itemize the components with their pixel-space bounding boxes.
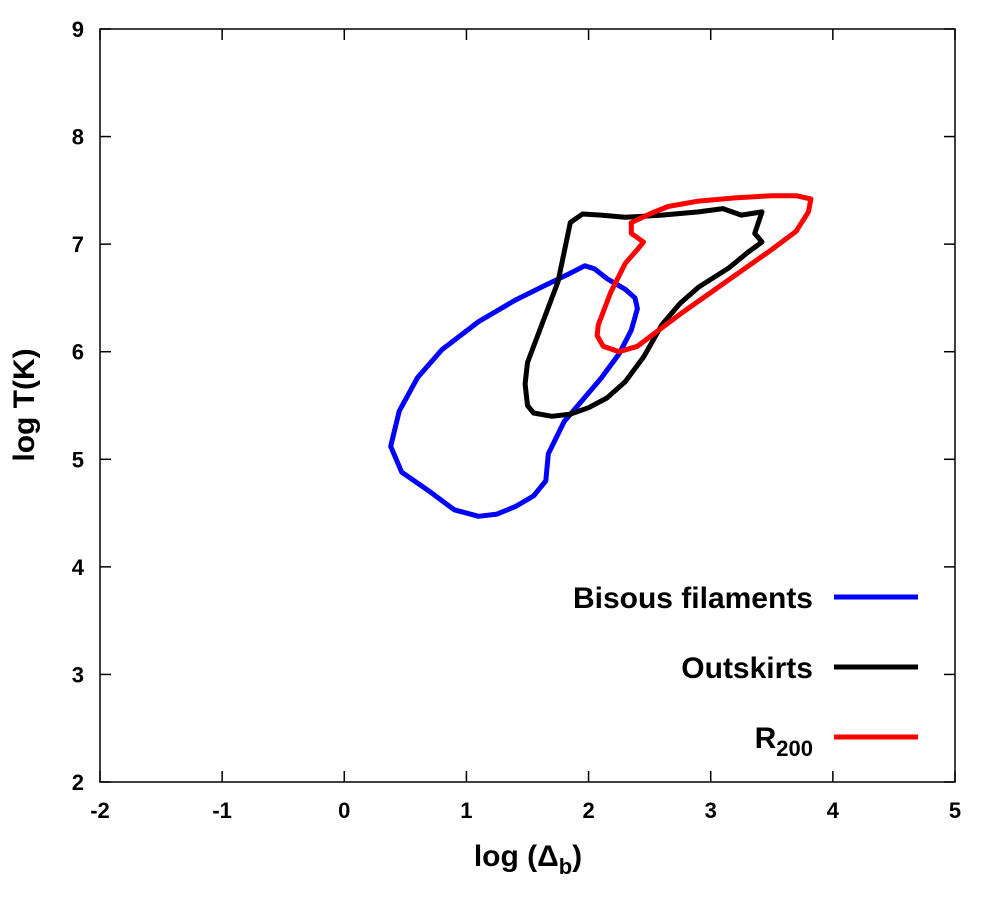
legend: Bisous filaments Outskirts R200 [573, 582, 918, 761]
y-tick-label: 8 [72, 125, 84, 150]
x-axis-title-main: log (Δ [474, 840, 559, 873]
legend-label-bisous-filaments: Bisous filaments [573, 582, 813, 615]
legend-label-main: R [755, 722, 777, 755]
x-axis-title-close: ) [572, 840, 582, 873]
x-tick-label: 0 [338, 798, 350, 823]
y-tick-label: 4 [72, 555, 85, 580]
x-tick-label: 1 [460, 798, 472, 823]
x-tick-label: -2 [90, 798, 110, 823]
y-tick-label: 9 [72, 17, 84, 42]
series-layer [388, 193, 814, 519]
y-tick-label: 3 [72, 662, 84, 687]
series-line-outskirts [522, 206, 765, 419]
y-axis-title: log T(K) [8, 348, 41, 461]
x-tick-labels: -2 -1 0 1 2 3 4 5 [90, 798, 961, 823]
legend-label-main: Outskirts [681, 652, 813, 685]
x-axis-title-sub: b [559, 854, 572, 879]
plot-frame [99, 28, 956, 783]
series-line-bisous-filaments [388, 263, 640, 519]
x-tick-label: 2 [582, 798, 594, 823]
series-line-r [594, 193, 814, 355]
y-tick-label: 2 [72, 770, 84, 795]
x-tick-label: 5 [949, 798, 961, 823]
y-tick-label: 7 [72, 232, 84, 257]
x-axis-title: log (Δb) [474, 840, 582, 879]
y-tick-labels: 2 3 4 5 6 7 8 9 [72, 17, 85, 795]
x-tick-label: -1 [212, 798, 232, 823]
legend-label-sub: 200 [776, 736, 813, 761]
y-tick-label: 6 [72, 340, 84, 365]
legend-label-r: R200 [755, 722, 813, 761]
legend-label-main: Bisous filaments [573, 582, 813, 615]
legend-label-outskirts: Outskirts [681, 652, 813, 685]
x-tick-label: 4 [827, 798, 840, 823]
y-tick-label: 5 [72, 447, 84, 472]
x-tick-label: 3 [705, 798, 717, 823]
